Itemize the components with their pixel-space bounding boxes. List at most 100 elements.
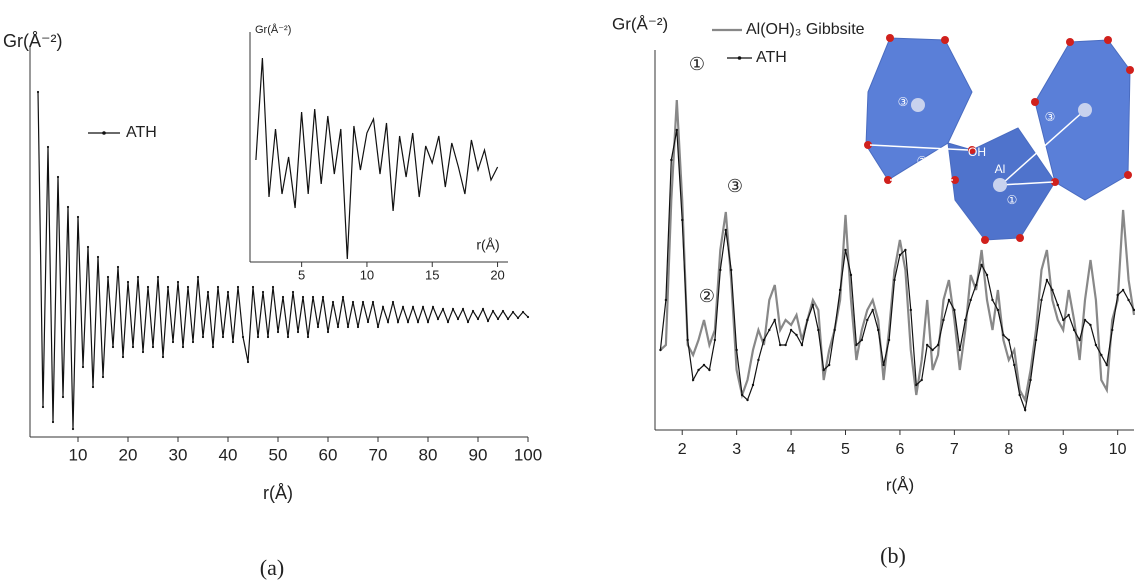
data-point [271, 285, 275, 289]
structure-label: ② [917, 154, 928, 168]
data-point [316, 325, 320, 329]
data-point [196, 275, 200, 279]
data-point [36, 90, 40, 94]
data-point [947, 298, 951, 302]
data-point [898, 253, 902, 257]
data-point [291, 290, 295, 294]
data-point [161, 355, 165, 359]
data-point [441, 307, 445, 311]
data-point [942, 318, 945, 322]
data-point [436, 317, 440, 321]
x-axis-label: r(Å) [476, 237, 499, 253]
y-axis-label: Gr(Å⁻²) [3, 31, 62, 51]
data-point [451, 307, 455, 311]
data-point [953, 308, 956, 312]
data-point [81, 365, 85, 369]
data-point [789, 328, 793, 332]
caption: (a) [260, 555, 284, 580]
data-point [361, 300, 365, 304]
data-point [1089, 323, 1092, 327]
annotation: ② [699, 286, 715, 306]
data-point [778, 343, 782, 347]
x-tick-label: 5 [298, 267, 305, 282]
x-tick-label: 7 [950, 441, 959, 458]
data-point [1023, 408, 1027, 412]
data-point [306, 335, 310, 339]
x-tick-label: 3 [732, 441, 741, 458]
data-point [871, 308, 874, 312]
data-point [71, 427, 75, 431]
data-point [286, 335, 290, 339]
data-point [111, 345, 115, 349]
data-line [37, 91, 529, 430]
data-point [817, 328, 820, 332]
data-point [431, 305, 435, 309]
data-point [356, 325, 360, 329]
data-point [1116, 293, 1119, 297]
data-point [391, 300, 395, 304]
x-tick-label: 30 [169, 445, 188, 464]
al-atom [911, 98, 925, 112]
data-point [958, 348, 962, 352]
x-tick-label: 9 [1059, 441, 1068, 458]
data-point [301, 295, 305, 299]
data-point [476, 317, 480, 321]
data-point [386, 320, 390, 324]
data-point [915, 383, 918, 387]
legend-label: ATH [126, 124, 157, 141]
x-tick-label: 60 [319, 445, 338, 464]
data-point [511, 310, 515, 314]
data-point [371, 300, 375, 304]
x-tick-label: 10 [1109, 441, 1127, 458]
data-point [166, 285, 170, 289]
data-point [681, 218, 684, 222]
data-point [849, 273, 853, 277]
data-point [1094, 343, 1098, 347]
structure-label: OH [968, 145, 986, 159]
data-point [241, 335, 245, 339]
data-point [521, 310, 525, 314]
data-point [221, 335, 225, 339]
data-point [41, 405, 45, 409]
data-point [969, 298, 972, 302]
annotation: ① [689, 54, 705, 74]
data-point [101, 375, 105, 379]
data-point [1111, 328, 1114, 332]
data-point [855, 343, 858, 347]
data-point [281, 295, 285, 299]
legend-marker [102, 131, 106, 135]
x-tick-label: 5 [841, 441, 850, 458]
data-point [146, 285, 150, 289]
data-point [1034, 338, 1038, 342]
data-point [1056, 303, 1059, 307]
data-point [844, 248, 847, 252]
data-point [106, 275, 110, 279]
data-point [719, 268, 722, 272]
data-point [980, 263, 983, 267]
data-point [206, 290, 210, 294]
data-point [481, 307, 485, 311]
data-point [526, 315, 530, 319]
structure-label: Al [995, 162, 1006, 176]
data-point [496, 317, 500, 321]
data-point [456, 317, 460, 321]
data-point [827, 363, 831, 367]
data-point [296, 330, 300, 334]
data-point [768, 328, 771, 332]
data-point [321, 295, 325, 299]
data-point [416, 320, 420, 324]
data-point [236, 285, 240, 289]
data-point [773, 318, 776, 322]
data-point [116, 265, 120, 269]
data-point [909, 308, 913, 312]
data-point [866, 318, 869, 322]
data-point [1018, 393, 1021, 397]
data-point [784, 343, 787, 347]
data-point [1078, 338, 1081, 342]
data-point [964, 318, 967, 322]
x-tick-label: 90 [469, 445, 488, 464]
x-tick-label: 15 [425, 267, 439, 282]
data-point [925, 343, 929, 347]
x-axis-label: r(Å) [886, 475, 914, 494]
octahedron [1034, 39, 1131, 201]
